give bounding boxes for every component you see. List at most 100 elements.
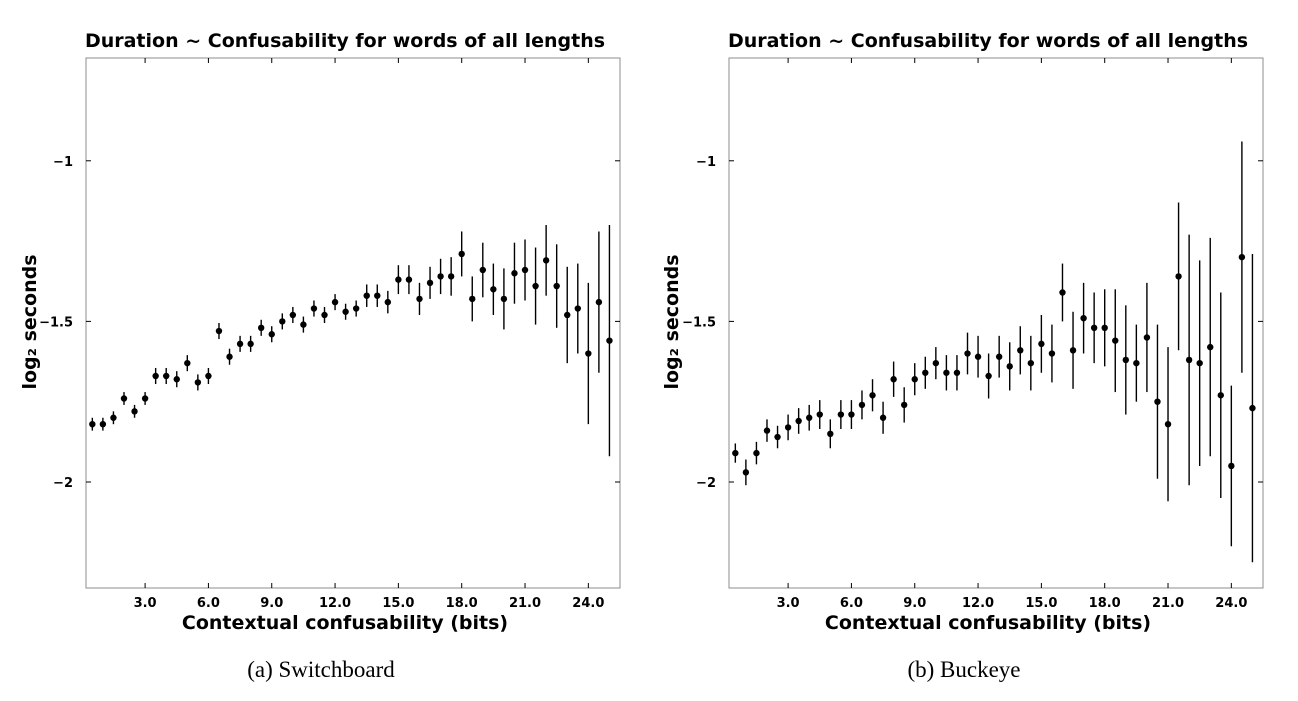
data-point (300, 321, 307, 328)
data-point (194, 379, 202, 386)
data-point (1228, 462, 1235, 470)
data-point (215, 327, 223, 335)
data-point (1027, 359, 1035, 367)
data-point (469, 295, 476, 303)
data-point (131, 408, 138, 415)
data-point (848, 411, 855, 418)
x-tick-label: 9.0 (903, 596, 926, 611)
data-point (1133, 359, 1140, 367)
data-point (932, 359, 940, 367)
data-point (1196, 359, 1203, 367)
data-point (110, 414, 117, 421)
data-point (1006, 363, 1013, 370)
data-point (152, 372, 159, 380)
axis-ticks: 3.0 6.0 9.0 12.0 15.0 18.0 21.0 24.0 −1 −1.5 −2 (682, 58, 1263, 611)
plot-frame (85, 57, 621, 589)
data-point (1238, 253, 1246, 261)
data-point (795, 417, 802, 425)
data-point (1175, 273, 1182, 280)
data-point (437, 273, 444, 280)
data-point (606, 337, 613, 344)
y-axis-label: log₂ seconds (19, 254, 41, 389)
data-point (1249, 404, 1256, 412)
data-point (490, 286, 497, 293)
x-tick-label: 15.0 (1025, 596, 1057, 611)
data-point (321, 311, 328, 319)
data-point (574, 305, 581, 312)
data-point (289, 311, 297, 319)
x-tick-label: 21.0 (1152, 596, 1184, 611)
data-point (257, 324, 265, 332)
data-point (1217, 392, 1224, 399)
data-point (184, 359, 191, 367)
x-tick-label: 24.0 (1215, 596, 1247, 611)
x-axis-label: Contextual confusability (bits) (825, 612, 1151, 634)
plot-frame (728, 57, 1264, 589)
data-point (763, 427, 771, 434)
data-point (900, 401, 908, 409)
data-point (268, 331, 275, 338)
x-axis-label: Contextual confusability (bits) (182, 612, 508, 634)
data-point (173, 376, 180, 383)
data-point (753, 449, 760, 457)
data-point (1154, 398, 1161, 405)
y-tick-label: −2 (696, 476, 716, 491)
y-tick-label: −1.5 (39, 315, 73, 330)
data-marks (89, 225, 613, 457)
data-point (995, 353, 1003, 360)
data-point (1185, 356, 1193, 364)
data-point (426, 279, 434, 287)
data-point (732, 449, 739, 457)
x-tick-label: 12.0 (319, 596, 351, 611)
data-point (363, 292, 370, 299)
data-point (1164, 420, 1172, 428)
data-point (352, 305, 360, 312)
data-point (869, 392, 876, 399)
x-tick-label: 21.0 (509, 596, 541, 611)
data-point (247, 340, 254, 348)
data-point (374, 292, 381, 299)
data-point (553, 282, 560, 290)
data-point (985, 372, 992, 380)
data-point (774, 433, 781, 441)
data-point (205, 372, 212, 380)
x-tick-label: 12.0 (962, 596, 994, 611)
x-tick-label: 24.0 (572, 596, 604, 611)
data-point (890, 376, 897, 383)
data-point (532, 282, 539, 290)
data-point (943, 369, 950, 376)
data-point (879, 414, 887, 421)
panel-switchboard: Duration ~ Confusability for words of al… (19, 30, 621, 682)
data-point (405, 276, 413, 283)
data-point (521, 266, 529, 274)
data-point (564, 311, 571, 319)
data-point (974, 353, 982, 360)
data-point (1080, 314, 1087, 322)
data-point (163, 372, 170, 380)
chart-title: Duration ~ Confusability for words of al… (728, 30, 1248, 52)
data-point (542, 257, 550, 264)
data-point (479, 266, 487, 274)
data-point (953, 369, 961, 376)
x-tick-label: 6.0 (197, 596, 220, 611)
data-point (226, 353, 233, 360)
data-point (384, 298, 392, 306)
x-tick-label: 9.0 (260, 596, 283, 611)
x-tick-label: 3.0 (134, 596, 157, 611)
data-point (89, 420, 96, 428)
data-point (511, 270, 518, 277)
panel-caption: (a) Switchboard (247, 657, 395, 682)
panel-buckeye: Duration ~ Confusability for words of al… (661, 30, 1264, 682)
y-tick-label: −1 (53, 155, 73, 170)
data-point (1143, 334, 1151, 341)
data-point (1090, 324, 1098, 332)
data-marks (732, 141, 1256, 563)
data-point (1048, 350, 1056, 357)
data-point (742, 469, 750, 476)
data-point (806, 414, 813, 421)
data-point (922, 369, 929, 376)
data-point (331, 298, 339, 306)
y-tick-label: −1 (696, 155, 716, 170)
data-point (416, 295, 423, 303)
